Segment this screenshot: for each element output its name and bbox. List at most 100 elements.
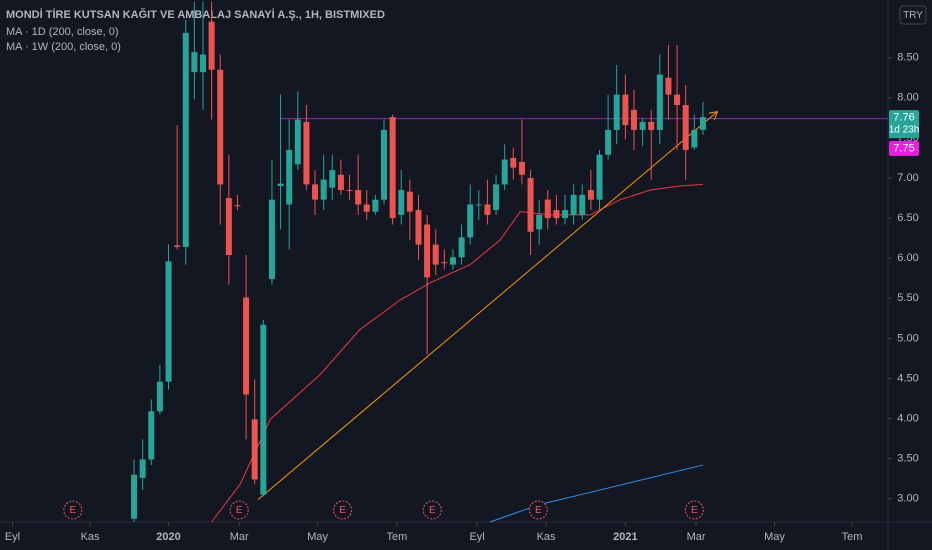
candle-body bbox=[286, 149, 293, 205]
candle-body bbox=[674, 94, 681, 106]
candle-body bbox=[303, 121, 310, 185]
candle-body bbox=[372, 199, 379, 212]
x-tick-label: Eyl bbox=[469, 531, 484, 543]
event-marker bbox=[333, 500, 353, 520]
candle-body bbox=[493, 184, 500, 211]
y-tick-label: 5.00 bbox=[897, 332, 918, 344]
candle-body bbox=[639, 121, 646, 130]
x-tick-label: May bbox=[764, 531, 785, 543]
price-label-box bbox=[889, 140, 919, 156]
candle-body bbox=[605, 129, 612, 155]
candle-body bbox=[458, 237, 465, 258]
candle-body bbox=[570, 194, 577, 215]
candle-body bbox=[320, 179, 327, 200]
candle-body bbox=[699, 117, 706, 130]
indicator-legend[interactable]: MA · 1D (200, close, 0) bbox=[6, 26, 119, 38]
y-tick-label: 8.00 bbox=[897, 92, 918, 104]
candle-body bbox=[475, 204, 482, 206]
x-tick-label: Kas bbox=[537, 531, 556, 543]
x-tick-label: Mar bbox=[687, 531, 706, 543]
candle-body bbox=[268, 199, 275, 280]
candle-body bbox=[484, 204, 491, 215]
event-marker bbox=[229, 500, 249, 520]
candle-body bbox=[622, 94, 629, 126]
candle-body bbox=[346, 190, 353, 192]
event-label: E bbox=[691, 505, 698, 516]
x-tick-label: 2021 bbox=[613, 531, 637, 543]
candle-body bbox=[156, 381, 163, 412]
candle-body bbox=[544, 199, 551, 219]
candle-body bbox=[518, 161, 525, 175]
candle-body bbox=[691, 129, 698, 148]
x-tick-label: Mar bbox=[230, 531, 249, 543]
candle-body bbox=[131, 474, 138, 519]
y-tick-label: 3.00 bbox=[897, 493, 918, 505]
price-label-countdown: 1d 23h bbox=[889, 125, 920, 136]
candle-body bbox=[294, 119, 301, 165]
event-label: E bbox=[70, 505, 77, 516]
candle-body bbox=[587, 190, 594, 200]
event-marker bbox=[63, 500, 83, 520]
y-tick-label: 5.50 bbox=[897, 292, 918, 304]
candle-body bbox=[596, 154, 603, 200]
candle-body bbox=[656, 74, 663, 130]
candle-body bbox=[449, 257, 456, 265]
candle-body bbox=[415, 210, 422, 245]
event-label: E bbox=[236, 505, 243, 516]
candle-body bbox=[355, 190, 362, 205]
candle-body bbox=[191, 52, 198, 73]
candle-body bbox=[579, 194, 586, 215]
y-tick-label: 4.50 bbox=[897, 372, 918, 384]
price-label-box bbox=[889, 110, 919, 139]
indicator-legend[interactable]: MA · 1W (200, close, 0) bbox=[6, 41, 121, 53]
candle-body bbox=[613, 94, 620, 130]
price-label: 7.76 bbox=[893, 111, 914, 123]
y-tick-label: 4.00 bbox=[897, 412, 918, 424]
candle-body bbox=[243, 297, 250, 395]
candle-body bbox=[329, 169, 336, 188]
candle-body bbox=[234, 205, 241, 207]
candle-body bbox=[432, 244, 439, 265]
price-label: 7.75 bbox=[893, 142, 914, 154]
event-label: E bbox=[429, 505, 436, 516]
candle-body bbox=[312, 184, 319, 200]
candle-body bbox=[337, 174, 344, 191]
trend-arrow bbox=[708, 110, 718, 114]
event-marker bbox=[528, 500, 548, 520]
currency[interactable]: TRY bbox=[903, 10, 923, 21]
x-tick-label: Eyl bbox=[5, 531, 20, 543]
candle-body bbox=[217, 69, 224, 185]
candle-body bbox=[389, 117, 396, 219]
candle-body bbox=[467, 204, 474, 238]
candle-body bbox=[208, 21, 215, 70]
candle-body bbox=[501, 159, 508, 185]
x-tick-label: 2020 bbox=[156, 531, 180, 543]
candle-body bbox=[630, 109, 637, 130]
candle-body bbox=[527, 178, 534, 232]
x-tick-label: May bbox=[307, 531, 328, 543]
candle-body bbox=[148, 411, 155, 460]
candle-body bbox=[174, 245, 181, 247]
x-tick-label: Tem bbox=[387, 531, 408, 543]
candle-body bbox=[182, 32, 189, 247]
candle-body bbox=[648, 121, 655, 130]
candle-body bbox=[165, 261, 172, 382]
candle-body bbox=[225, 198, 232, 255]
y-tick-label: 7.00 bbox=[897, 172, 918, 184]
candle-body bbox=[682, 105, 689, 150]
candle-body bbox=[553, 210, 560, 219]
candle-body bbox=[251, 419, 258, 480]
currency-box[interactable] bbox=[899, 5, 927, 25]
moving-average-line bbox=[489, 464, 704, 523]
candle-body bbox=[398, 190, 405, 215]
candle-body bbox=[199, 54, 206, 73]
y-tick-label: 3.50 bbox=[897, 453, 918, 465]
x-tick-label: Tem bbox=[842, 531, 863, 543]
symbol-title: MONDİ TİRE KUTSAN KAĞIT VE AMBALAJ SANAY… bbox=[6, 8, 385, 21]
y-tick-label: 6.50 bbox=[897, 212, 918, 224]
event-marker bbox=[422, 500, 442, 520]
y-tick-label: 6.00 bbox=[897, 252, 918, 264]
event-marker bbox=[684, 500, 704, 520]
trend-arrow bbox=[713, 111, 719, 121]
